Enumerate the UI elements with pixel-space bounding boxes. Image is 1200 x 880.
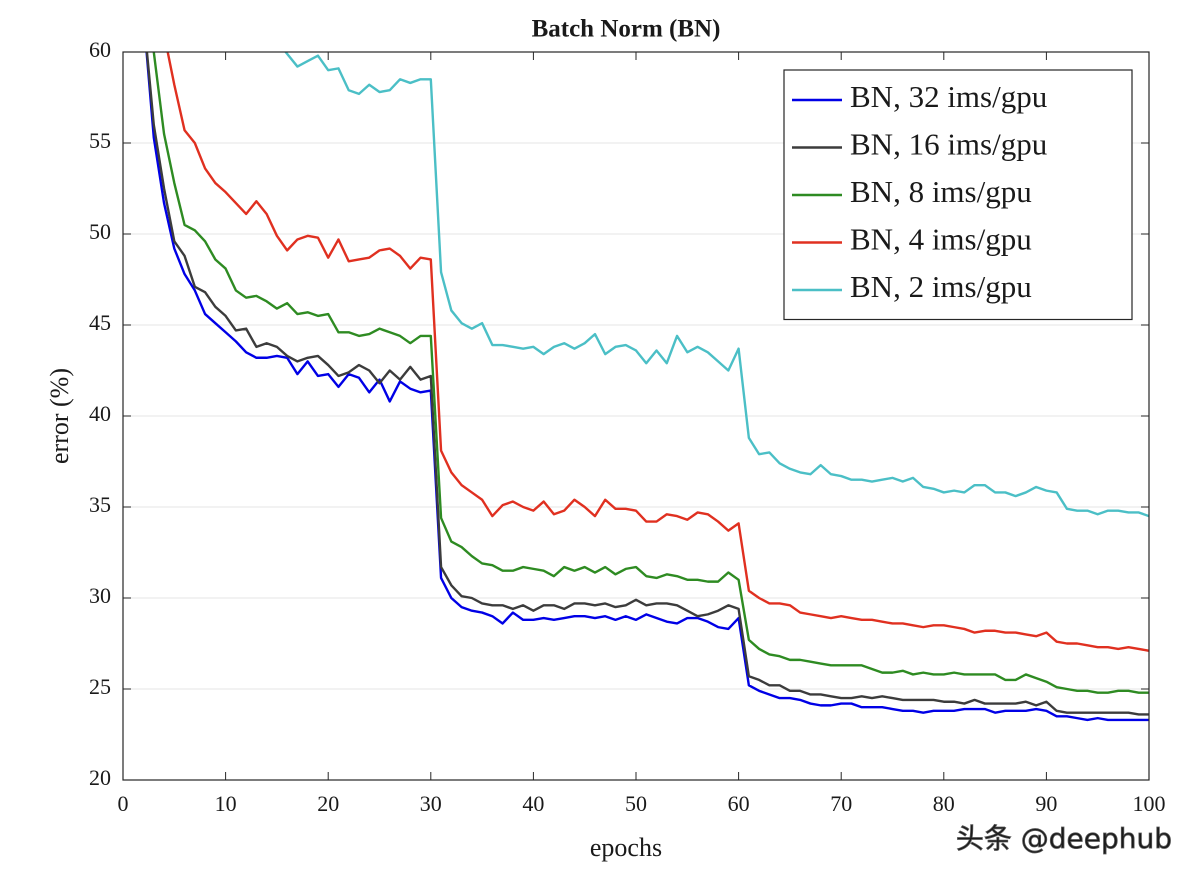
- legend-label: BN, 2 ims/gpu: [850, 269, 1032, 304]
- x-tick-label: 50: [625, 791, 647, 816]
- y-tick-label: 45: [89, 310, 111, 335]
- y-tick-label: 55: [89, 128, 111, 153]
- legend-label: BN, 4 ims/gpu: [850, 222, 1032, 257]
- plot-lines: [145, 52, 1149, 722]
- x-tick-label: 20: [317, 791, 339, 816]
- chart-title: Batch Norm (BN): [532, 16, 721, 43]
- x-tick-label: 40: [522, 791, 544, 816]
- y-tick-label: 25: [89, 674, 111, 699]
- y-tick-label: 60: [89, 37, 111, 62]
- x-tick-label: 80: [933, 791, 955, 816]
- plot-frame: [122, 51, 1150, 781]
- x-tick-label: 70: [830, 791, 852, 816]
- legend-label: BN, 8 ims/gpu: [850, 174, 1032, 209]
- y-tick-label: 20: [89, 765, 111, 790]
- x-axis-label: epochs: [590, 833, 662, 862]
- data-line: [145, 52, 1149, 716]
- legend-label: BN, 32 ims/gpu: [850, 79, 1047, 114]
- data-line: [284, 52, 1149, 518]
- x-tick-label: 0: [118, 791, 129, 816]
- legend-label: BN, 16 ims/gpu: [850, 127, 1047, 162]
- x-tick-label: 30: [420, 791, 442, 816]
- y-axis-label: error (%): [45, 368, 74, 464]
- y-tick-label: 40: [89, 401, 111, 426]
- y-tick-label: 50: [89, 219, 111, 244]
- x-tick-label: 100: [1133, 791, 1166, 816]
- watermark: 头条 @deephub: [956, 822, 1172, 855]
- x-tick-label: 60: [728, 791, 750, 816]
- y-tick-label: 35: [89, 492, 111, 517]
- x-tick-label: 90: [1035, 791, 1057, 816]
- data-line: [166, 52, 1149, 652]
- data-line: [152, 52, 1149, 694]
- x-tick-label: 10: [215, 791, 237, 816]
- data-line: [145, 52, 1149, 722]
- y-tick-label: 30: [89, 583, 111, 608]
